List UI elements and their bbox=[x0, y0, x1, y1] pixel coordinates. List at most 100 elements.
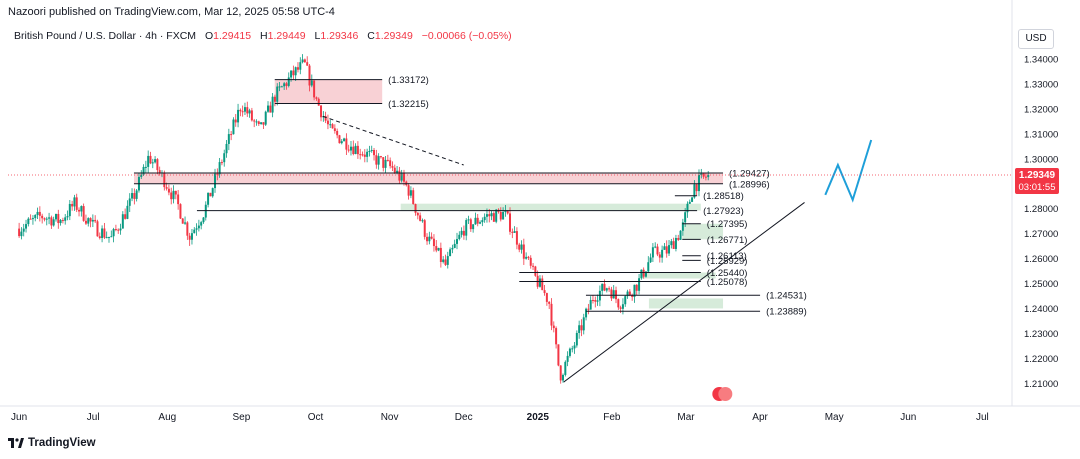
candle-body bbox=[324, 116, 327, 121]
candle-body bbox=[485, 214, 488, 217]
tradingview-footer[interactable]: TradingView bbox=[8, 437, 96, 449]
candle-body bbox=[548, 301, 551, 304]
candle-body bbox=[624, 296, 627, 305]
candle-body bbox=[216, 173, 219, 175]
candle-body bbox=[48, 217, 51, 219]
candle-body bbox=[589, 299, 592, 310]
candle-body bbox=[677, 237, 680, 240]
candle-body bbox=[651, 247, 654, 258]
green-zone bbox=[400, 203, 701, 211]
x-tick-label: Mar bbox=[677, 412, 695, 423]
candle-body bbox=[27, 218, 30, 225]
candle-body bbox=[585, 308, 588, 318]
candle-body bbox=[700, 173, 703, 175]
x-tick-label: Nov bbox=[381, 412, 399, 423]
y-tick-label: 1.27000 bbox=[1024, 229, 1058, 240]
candle-body bbox=[50, 217, 53, 226]
candle-body bbox=[287, 77, 290, 86]
candle-body bbox=[552, 325, 555, 329]
candle-body bbox=[665, 246, 668, 254]
candle-body bbox=[534, 266, 537, 276]
candle-body bbox=[527, 256, 530, 258]
candle-body bbox=[96, 221, 99, 237]
candle-body bbox=[538, 278, 541, 287]
candle-body bbox=[110, 236, 113, 238]
candle-body bbox=[207, 192, 210, 205]
economic-event-icon bbox=[718, 387, 733, 401]
candle-body bbox=[340, 141, 343, 144]
candle-body bbox=[691, 197, 694, 202]
publisher-credit: Nazoori published on TradingView.com, Ma… bbox=[8, 6, 335, 18]
candle-body bbox=[644, 271, 647, 277]
candle-body bbox=[267, 105, 270, 112]
candle-body bbox=[105, 237, 108, 239]
candle-body bbox=[432, 238, 435, 247]
candle-body bbox=[366, 151, 369, 157]
candle-body bbox=[702, 173, 705, 177]
candle-body bbox=[631, 294, 634, 297]
currency-button[interactable]: USD bbox=[1018, 29, 1054, 49]
candle-body bbox=[509, 213, 512, 232]
level-label: (1.23889) bbox=[766, 307, 807, 318]
candle-body bbox=[135, 190, 138, 199]
candle-body bbox=[621, 304, 624, 309]
candle-body bbox=[260, 122, 263, 124]
candle-body bbox=[36, 211, 39, 215]
candle-body bbox=[460, 230, 463, 235]
candle-body bbox=[368, 150, 371, 152]
tradingview-brand: TradingView bbox=[28, 437, 96, 449]
candle-body bbox=[442, 259, 445, 262]
candle-body bbox=[453, 243, 456, 248]
candle-body bbox=[382, 157, 385, 168]
candle-body bbox=[119, 228, 122, 231]
candle-body bbox=[695, 184, 698, 192]
candle-body bbox=[223, 153, 226, 163]
candle-body bbox=[594, 299, 597, 302]
candle-body bbox=[559, 365, 562, 381]
price-tag-value: 1.29349 bbox=[1019, 170, 1056, 181]
candle-body bbox=[271, 96, 274, 113]
candle-body bbox=[140, 174, 143, 177]
candle-body bbox=[555, 328, 558, 345]
price-tag-countdown: 03:01:55 bbox=[1019, 182, 1056, 193]
candle-body bbox=[158, 170, 161, 173]
candle-body bbox=[412, 190, 415, 205]
candle-body bbox=[329, 124, 332, 126]
x-tick-label: Jul bbox=[976, 412, 989, 423]
candle-body bbox=[84, 220, 87, 224]
candle-body bbox=[693, 184, 696, 198]
candle-body bbox=[379, 156, 382, 158]
candle-body bbox=[204, 204, 207, 218]
candle-body bbox=[89, 218, 92, 222]
candle-body bbox=[672, 241, 675, 249]
y-tick-label: 1.34000 bbox=[1024, 54, 1058, 65]
candle-body bbox=[292, 70, 295, 76]
level-label: (1.28996) bbox=[729, 179, 770, 190]
candle-body bbox=[359, 154, 362, 156]
candle-body bbox=[303, 59, 306, 63]
candle-body bbox=[488, 214, 491, 217]
instrument-name[interactable]: British Pound / U.S. Dollar · 4h · FXCM bbox=[14, 30, 197, 42]
x-tick-label: Oct bbox=[308, 412, 324, 423]
candle-body bbox=[469, 219, 472, 230]
red-zone bbox=[274, 79, 383, 104]
candle-body bbox=[25, 224, 28, 229]
candle-body bbox=[483, 216, 486, 221]
candle-body bbox=[64, 217, 67, 221]
candle-body bbox=[43, 218, 46, 220]
candle-body bbox=[681, 222, 684, 231]
candle-body bbox=[45, 218, 48, 220]
candle-body bbox=[704, 176, 707, 178]
candle-body bbox=[331, 124, 334, 129]
candle-body bbox=[437, 247, 440, 251]
candle-body bbox=[688, 201, 691, 204]
level-label: (1.32215) bbox=[388, 99, 429, 110]
candle-body bbox=[402, 173, 405, 182]
high-label: H bbox=[260, 30, 268, 42]
candle-body bbox=[156, 159, 159, 171]
candle-body bbox=[98, 236, 101, 239]
candle-body bbox=[114, 229, 117, 231]
candle-body bbox=[568, 348, 571, 356]
candle-body bbox=[190, 233, 193, 240]
